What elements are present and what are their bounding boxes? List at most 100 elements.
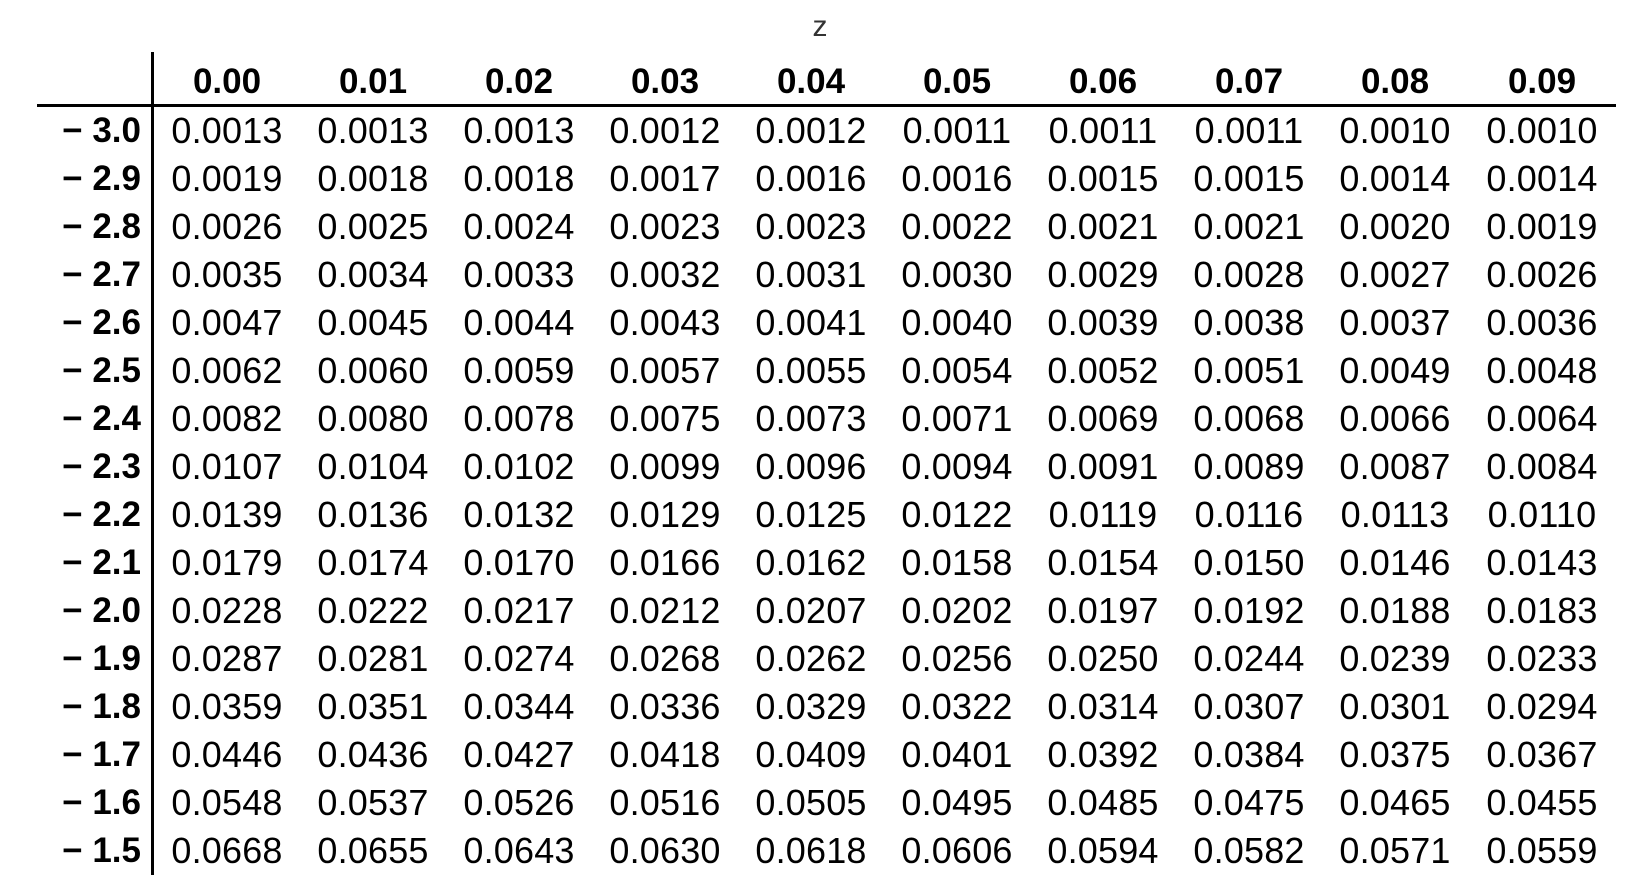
table-cell: 0.0068: [1176, 395, 1322, 443]
table-cell: 0.0104: [300, 443, 446, 491]
table-cell: 0.0099: [592, 443, 738, 491]
table-cell: 0.0244: [1176, 635, 1322, 683]
table-cell: 0.0409: [738, 731, 884, 779]
table-cell: 0.0183: [1468, 587, 1616, 635]
table-cell: 0.0427: [446, 731, 592, 779]
table-cell: 0.0594: [1030, 827, 1176, 875]
table-cell: 0.0162: [738, 539, 884, 587]
table-cell: 0.0436: [300, 731, 446, 779]
table-cell: 0.0174: [300, 539, 446, 587]
table-cell: 0.0367: [1468, 731, 1616, 779]
column-header: 0.03: [592, 52, 738, 106]
table-cell: 0.0022: [884, 203, 1030, 251]
table-cell: 0.0212: [592, 587, 738, 635]
table-cell: 0.0110: [1468, 491, 1616, 539]
table-cell: 0.0446: [153, 731, 301, 779]
column-header: 0.02: [446, 52, 592, 106]
table-cell: 0.0089: [1176, 443, 1322, 491]
row-header: − 2.9: [37, 155, 153, 203]
row-header: − 1.7: [37, 731, 153, 779]
table-cell: 0.0073: [738, 395, 884, 443]
table-cell: 0.0233: [1468, 635, 1616, 683]
table-cell: 0.0062: [153, 347, 301, 395]
table-cell: 0.0082: [153, 395, 301, 443]
table-cell: 0.0071: [884, 395, 1030, 443]
table-cell: 0.0021: [1176, 203, 1322, 251]
table-cell: 0.0401: [884, 731, 1030, 779]
table-cell: 0.0301: [1322, 683, 1468, 731]
table-cell: 0.0010: [1322, 106, 1468, 156]
table-cell: 0.0075: [592, 395, 738, 443]
table-cell: 0.0485: [1030, 779, 1176, 827]
table-cell: 0.0158: [884, 539, 1030, 587]
table-cell: 0.0038: [1176, 299, 1322, 347]
table-cell: 0.0049: [1322, 347, 1468, 395]
table-cell: 0.0314: [1030, 683, 1176, 731]
table-cell: 0.0268: [592, 635, 738, 683]
table-cell: 0.0094: [884, 443, 1030, 491]
column-header: 0.05: [884, 52, 1030, 106]
table-cell: 0.0192: [1176, 587, 1322, 635]
table-cell: 0.0375: [1322, 731, 1468, 779]
table-cell: 0.0014: [1468, 155, 1616, 203]
table-cell: 0.0606: [884, 827, 1030, 875]
table-cell: 0.0044: [446, 299, 592, 347]
table-cell: 0.0064: [1468, 395, 1616, 443]
table-cell: 0.0668: [153, 827, 301, 875]
column-header: 0.00: [153, 52, 301, 106]
table-cell: 0.0274: [446, 635, 592, 683]
table-cell: 0.0045: [300, 299, 446, 347]
table-cell: 0.0548: [153, 779, 301, 827]
table-cell: 0.0028: [1176, 251, 1322, 299]
table-cell: 0.0055: [738, 347, 884, 395]
table-cell: 0.0116: [1176, 491, 1322, 539]
table-cell: 0.0475: [1176, 779, 1322, 827]
table-cell: 0.0559: [1468, 827, 1616, 875]
table-cell: 0.0516: [592, 779, 738, 827]
row-header: − 2.4: [37, 395, 153, 443]
table-cell: 0.0170: [446, 539, 592, 587]
table-cell: 0.0091: [1030, 443, 1176, 491]
table-cell: 0.0020: [1322, 203, 1468, 251]
table-cell: 0.0033: [446, 251, 592, 299]
column-header: 0.09: [1468, 52, 1616, 106]
table-cell: 0.0015: [1030, 155, 1176, 203]
table-cell: 0.0618: [738, 827, 884, 875]
table-cell: 0.0018: [300, 155, 446, 203]
column-header: 0.07: [1176, 52, 1322, 106]
table-cell: 0.0016: [738, 155, 884, 203]
table-cell: 0.0040: [884, 299, 1030, 347]
header-row: 0.00 0.01 0.02 0.03 0.04 0.05 0.06 0.07 …: [37, 52, 1616, 106]
row-header: − 2.5: [37, 347, 153, 395]
table-cell: 0.0495: [884, 779, 1030, 827]
table-cell: 0.0026: [1468, 251, 1616, 299]
row-header: − 2.0: [37, 587, 153, 635]
table-cell: 0.0655: [300, 827, 446, 875]
table-cell: 0.0087: [1322, 443, 1468, 491]
table-cell: 0.0505: [738, 779, 884, 827]
table-cell: 0.0359: [153, 683, 301, 731]
table-cell: 0.0582: [1176, 827, 1322, 875]
table-cell: 0.0048: [1468, 347, 1616, 395]
table-cell: 0.0384: [1176, 731, 1322, 779]
table-cell: 0.0107: [153, 443, 301, 491]
table-cell: 0.0066: [1322, 395, 1468, 443]
table-cell: 0.0032: [592, 251, 738, 299]
table-cell: 0.0010: [1468, 106, 1616, 156]
table-cell: 0.0069: [1030, 395, 1176, 443]
table-caption: z: [785, 10, 855, 44]
column-header: 0.01: [300, 52, 446, 106]
table-cell: 0.0146: [1322, 539, 1468, 587]
table-cell: 0.0027: [1322, 251, 1468, 299]
